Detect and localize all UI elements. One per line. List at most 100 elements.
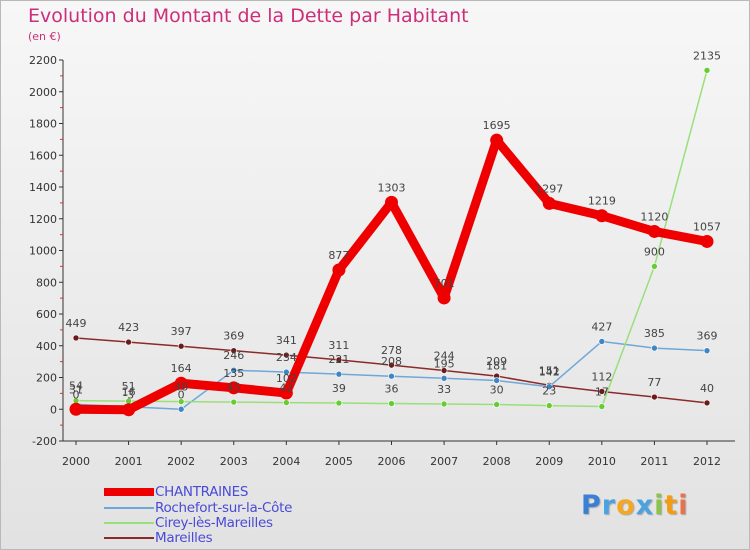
data-label: 142 (539, 366, 560, 379)
legend-label-cirey: Cirey-lès-Mareilles (155, 515, 273, 531)
data-point (227, 381, 241, 395)
legend-label-mareilles: Mareilles (155, 530, 213, 546)
data-point (283, 351, 290, 359)
data-point (493, 377, 500, 384)
axes: -200020040060080010001200140016001800200… (29, 54, 735, 468)
x-tick-label: 2008 (483, 455, 511, 468)
data-point (598, 338, 606, 345)
proxiti-logo: Proxiti (581, 490, 689, 521)
legend-swatch-rochefort (104, 507, 154, 509)
data-label: 2135 (693, 49, 721, 62)
logo-letter: o (616, 490, 636, 521)
data-label: 77 (647, 376, 661, 389)
data-label: 1219 (588, 195, 616, 208)
data-label: 278 (381, 344, 402, 357)
x-tick-label: 2009 (535, 455, 563, 468)
x-tick-label: 2003 (220, 455, 248, 468)
data-label: 397 (171, 325, 192, 338)
x-tick-label: 2007 (430, 455, 458, 468)
data-label: 39 (332, 382, 346, 395)
logo-letter: t (664, 490, 679, 521)
data-label: 151 (539, 364, 560, 377)
x-tick-label: 2001 (115, 455, 143, 468)
data-point (283, 399, 290, 406)
data-point (598, 388, 606, 395)
data-label: 221 (328, 353, 349, 366)
data-label: 1695 (483, 119, 511, 132)
data-point (177, 405, 185, 413)
data-label: 181 (486, 360, 507, 373)
series-cirey-l-s-mareilles (72, 67, 711, 410)
data-label: 40 (700, 382, 714, 395)
data-point (230, 366, 238, 374)
data-label: 112 (591, 370, 612, 383)
y-tick-label: 0 (50, 403, 57, 416)
x-tick-label: 2000 (62, 455, 90, 468)
data-label: 17 (595, 386, 609, 399)
data-label: 0 (73, 388, 80, 401)
data-label: 449 (66, 317, 87, 330)
data-label: 877 (328, 249, 349, 262)
data-label: 1120 (640, 210, 668, 223)
y-tick-label: 2200 (29, 54, 57, 67)
data-point (437, 291, 451, 305)
logo-letter: r (601, 490, 617, 521)
data-point (385, 195, 398, 209)
data-point (545, 402, 553, 409)
data-label: 164 (171, 362, 192, 375)
data-label: 234 (276, 351, 297, 364)
data-label: 30 (490, 383, 504, 396)
data-point (598, 403, 606, 410)
x-tick-label: 2005 (325, 455, 353, 468)
data-label: 33 (437, 383, 451, 396)
data-point (177, 342, 185, 350)
data-label: 209 (486, 355, 507, 368)
data-label: 369 (223, 330, 244, 343)
legend-label-chantraines: CHANTRAINES (155, 484, 249, 500)
y-tick-label: 800 (36, 276, 57, 289)
data-point (72, 334, 80, 342)
data-label: -3 (123, 389, 134, 402)
unit-label: (en €) (28, 30, 61, 43)
logo-letter: i (678, 490, 689, 521)
data-label: 1057 (693, 220, 721, 233)
data-label: 42 (279, 382, 293, 395)
y-tick-label: 1800 (29, 118, 57, 131)
data-label: 701 (434, 277, 455, 290)
x-tick-label: 2011 (640, 455, 668, 468)
data-label: 31 (69, 383, 83, 396)
data-point (647, 224, 661, 238)
x-tick-label: 2006 (378, 455, 406, 468)
legend-label-rochefort: Rochefort-sur-la-Côte (155, 500, 293, 516)
data-point (177, 398, 185, 405)
data-label: 369 (697, 330, 718, 343)
data-point (335, 399, 343, 407)
chart-title: Evolution du Montant de la Dette par Hab… (28, 5, 469, 27)
data-label: 135 (223, 367, 244, 380)
data-point (174, 376, 188, 390)
y-tick-label: 1200 (29, 213, 57, 226)
data-label: 341 (276, 334, 297, 347)
data-point (545, 383, 553, 391)
data-point (651, 393, 658, 401)
data-label: 36 (385, 383, 399, 396)
data-point (542, 196, 556, 210)
data-labels-layer: 449 423 397 369 341 311 278 244 209 151 112 77 40 31 1… (66, 49, 722, 401)
data-point (335, 370, 343, 378)
y-tick-label: -200 (32, 435, 57, 448)
data-point (440, 374, 448, 382)
data-point (703, 347, 711, 354)
data-point (230, 398, 238, 406)
y-tick-label: 1000 (29, 245, 57, 258)
data-point (440, 400, 448, 408)
series-rochefort-sur-la-c-te (72, 338, 711, 413)
data-point (388, 361, 395, 369)
data-label: 208 (381, 355, 402, 368)
x-tick-label: 2002 (167, 455, 195, 468)
logo-letter: P (581, 490, 602, 521)
y-tick-label: 1400 (29, 181, 57, 194)
data-label: 423 (118, 321, 139, 334)
y-tick-label: 200 (36, 372, 57, 385)
